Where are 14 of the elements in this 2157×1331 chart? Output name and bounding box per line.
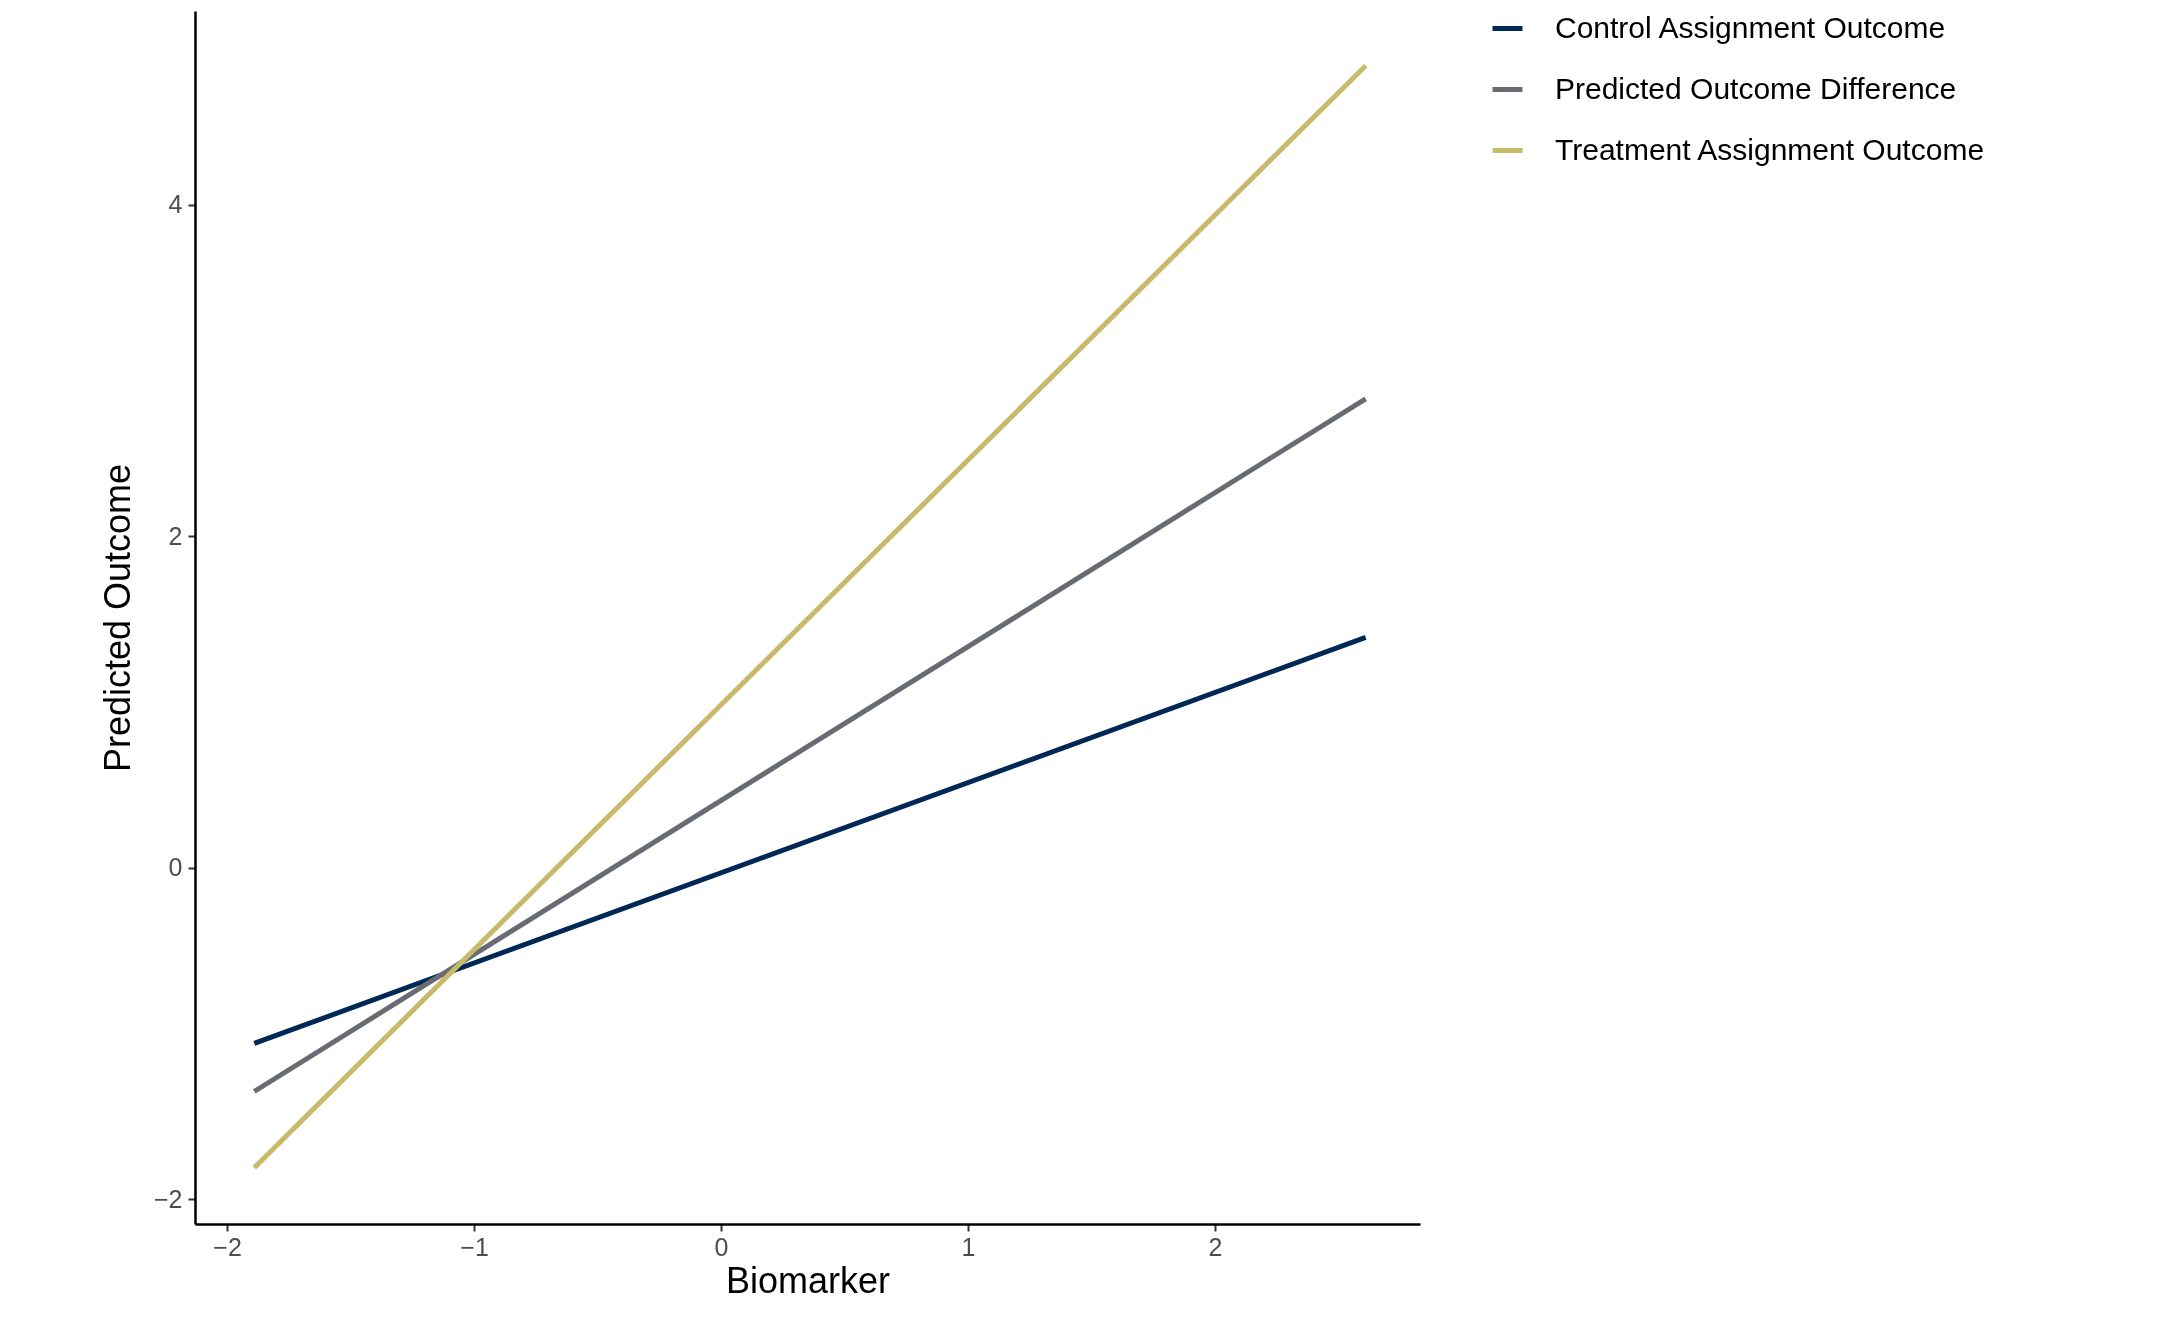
y-axis-title: Predicted Outcome bbox=[97, 463, 138, 773]
x-tick-label: −1 bbox=[460, 1232, 489, 1261]
x-tick-label: 0 bbox=[714, 1232, 729, 1261]
y-tick-label: 2 bbox=[168, 521, 183, 550]
legend-label: Treatment Assignment Outcome bbox=[1555, 132, 1985, 166]
y-tick-label: 0 bbox=[168, 853, 183, 882]
legend-label: Control Assignment Outcome bbox=[1555, 10, 1946, 44]
x-tick-label: 1 bbox=[961, 1232, 976, 1261]
y-tick-label: 4 bbox=[168, 190, 183, 219]
legend-label: Predicted Outcome Difference bbox=[1555, 71, 1957, 105]
x-tick-label: 2 bbox=[1208, 1232, 1223, 1261]
x-axis-title: Biomarker bbox=[725, 1259, 891, 1301]
x-tick-label: −2 bbox=[213, 1232, 242, 1261]
y-tick-label: −2 bbox=[153, 1184, 183, 1213]
